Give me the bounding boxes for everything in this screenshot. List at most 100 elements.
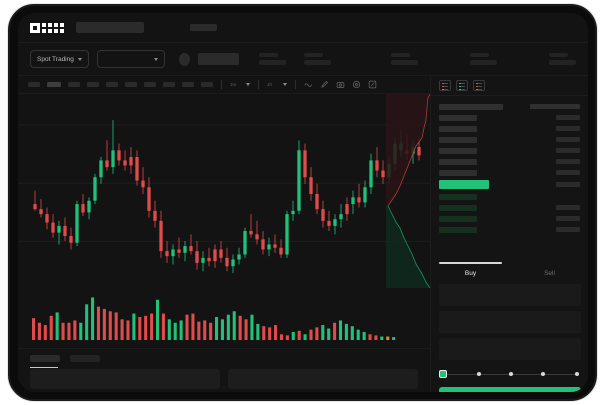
pair-selector[interactable]: [96, 50, 166, 68]
toolbar-divider: [295, 80, 296, 89]
chart-toolbar: 1m 1h: [18, 76, 430, 94]
tab-buy[interactable]: Buy: [431, 262, 510, 284]
ticker-stat-1: [304, 53, 331, 65]
tab-sell-label: Sell: [544, 269, 555, 277]
orderbook-column-header: [439, 101, 580, 112]
ticker-stat-label: [549, 53, 568, 57]
timeframe-0[interactable]: [28, 82, 40, 87]
chevron-down-icon[interactable]: [283, 83, 287, 86]
settings-icon[interactable]: [352, 80, 361, 89]
chevron-down-icon: [77, 57, 82, 61]
orderbook-ask-row[interactable]: [439, 156, 580, 167]
candlestick-chart[interactable]: [18, 94, 430, 288]
ticker-stat-value: [470, 60, 497, 65]
ticker-stat-2: [391, 53, 418, 65]
logo-square-icon: [30, 22, 40, 33]
ticker-stat-value: [259, 60, 286, 65]
orderbook-rows[interactable]: [431, 96, 588, 235]
orderbook-ask-row[interactable]: [439, 134, 580, 145]
ticker-stat-value: [549, 60, 576, 65]
ticker-stat-label: [304, 53, 323, 57]
okx-logo[interactable]: [30, 22, 64, 33]
ticker-stat-label: [391, 53, 410, 57]
order-field-2[interactable]: [439, 338, 581, 360]
bottom-tab-1[interactable]: [70, 355, 100, 362]
timeframe-5[interactable]: [125, 82, 137, 87]
order-form-fields: [431, 284, 588, 360]
col-amount: [530, 104, 580, 109]
submit-buy-button[interactable]: [439, 387, 581, 392]
slider-stop-75[interactable]: [541, 372, 545, 376]
last-price-highlight: [439, 180, 489, 189]
slider-stop-100[interactable]: [575, 372, 579, 376]
slider-stop-25[interactable]: [477, 372, 481, 376]
orderbook-ask-row[interactable]: [439, 123, 580, 134]
orderbook-header: [431, 76, 588, 96]
toolbar-divider: [258, 80, 259, 89]
ticker-stat-label: [470, 53, 489, 57]
camera-icon[interactable]: [336, 80, 345, 89]
bottom-cards: [18, 369, 430, 392]
nav-items: [162, 24, 245, 31]
tab-sell[interactable]: Sell: [510, 262, 588, 284]
ticker-stat-label: [259, 53, 278, 57]
indicator-wave-icon[interactable]: [304, 80, 313, 89]
ticker-stat-0: [259, 53, 286, 65]
logo-x-icon: [54, 22, 64, 33]
ticker-stat-3: [470, 53, 497, 65]
order-field-0[interactable]: [439, 284, 581, 306]
orderbook-bid-row[interactable]: [439, 213, 580, 224]
timeframe-9[interactable]: [201, 82, 213, 87]
timeframe-6[interactable]: [144, 82, 156, 87]
orderbook-bid-row[interactable]: [439, 191, 580, 202]
book-bids-icon[interactable]: [456, 80, 468, 91]
ticker-stat-value: [304, 60, 331, 65]
search-input[interactable]: [76, 22, 144, 33]
app-screen: Spot Trading: [18, 13, 588, 392]
coin-avatar: [179, 52, 191, 66]
bottom-card-1[interactable]: [228, 369, 418, 389]
orderbook-bid-row[interactable]: [439, 224, 580, 235]
bottom-card-0[interactable]: [30, 369, 220, 389]
timeframe-7[interactable]: [163, 82, 175, 87]
fullscreen-icon[interactable]: [368, 80, 377, 89]
candlestick-canvas: [18, 120, 430, 273]
bottom-tab-bar: [18, 348, 430, 368]
slider-stop-50[interactable]: [509, 372, 513, 376]
nav-item-2[interactable]: [190, 24, 217, 31]
ticker-stat-4: [549, 53, 576, 65]
orderbook-ask-row[interactable]: [439, 112, 580, 123]
timeframe-4[interactable]: [106, 82, 118, 87]
volume-canvas: [32, 297, 396, 341]
order-side-tabs: Buy Sell: [431, 262, 588, 284]
chart-type-dropdown[interactable]: 1m: [230, 80, 239, 89]
col-price: [439, 103, 503, 110]
book-asks-icon[interactable]: [473, 80, 485, 91]
timeframe-3[interactable]: [87, 82, 99, 87]
svg-text:1m: 1m: [230, 82, 237, 87]
timeframe-1[interactable]: [47, 82, 61, 87]
amount-slider[interactable]: [439, 367, 581, 381]
book-both-icon[interactable]: [439, 80, 451, 91]
timeframe-2[interactable]: [68, 82, 80, 87]
orderbook-ask-row[interactable]: [439, 145, 580, 156]
chevron-down-icon[interactable]: [246, 83, 250, 86]
top-navigation-bar: [18, 13, 588, 43]
toolbar-divider: [221, 80, 222, 89]
trading-mode-label: Spot Trading: [37, 55, 74, 63]
order-field-1[interactable]: [439, 311, 581, 333]
volume-histogram[interactable]: [18, 288, 430, 348]
slider-handle[interactable]: [439, 370, 447, 378]
pair-name: [198, 53, 239, 65]
bottom-tab-0[interactable]: [30, 355, 60, 368]
ticker-bar: Spot Trading: [18, 43, 588, 76]
ticker-stat-value: [391, 60, 418, 65]
chevron-down-icon: [154, 57, 159, 61]
timeframe-8[interactable]: [182, 82, 194, 87]
trading-mode-selector[interactable]: Spot Trading: [30, 50, 89, 68]
orderbook-bid-row[interactable]: [439, 202, 580, 213]
interval-dropdown[interactable]: 1h: [267, 80, 276, 89]
pencil-icon[interactable]: [320, 80, 329, 89]
orderbook-ask-row[interactable]: [439, 167, 580, 178]
